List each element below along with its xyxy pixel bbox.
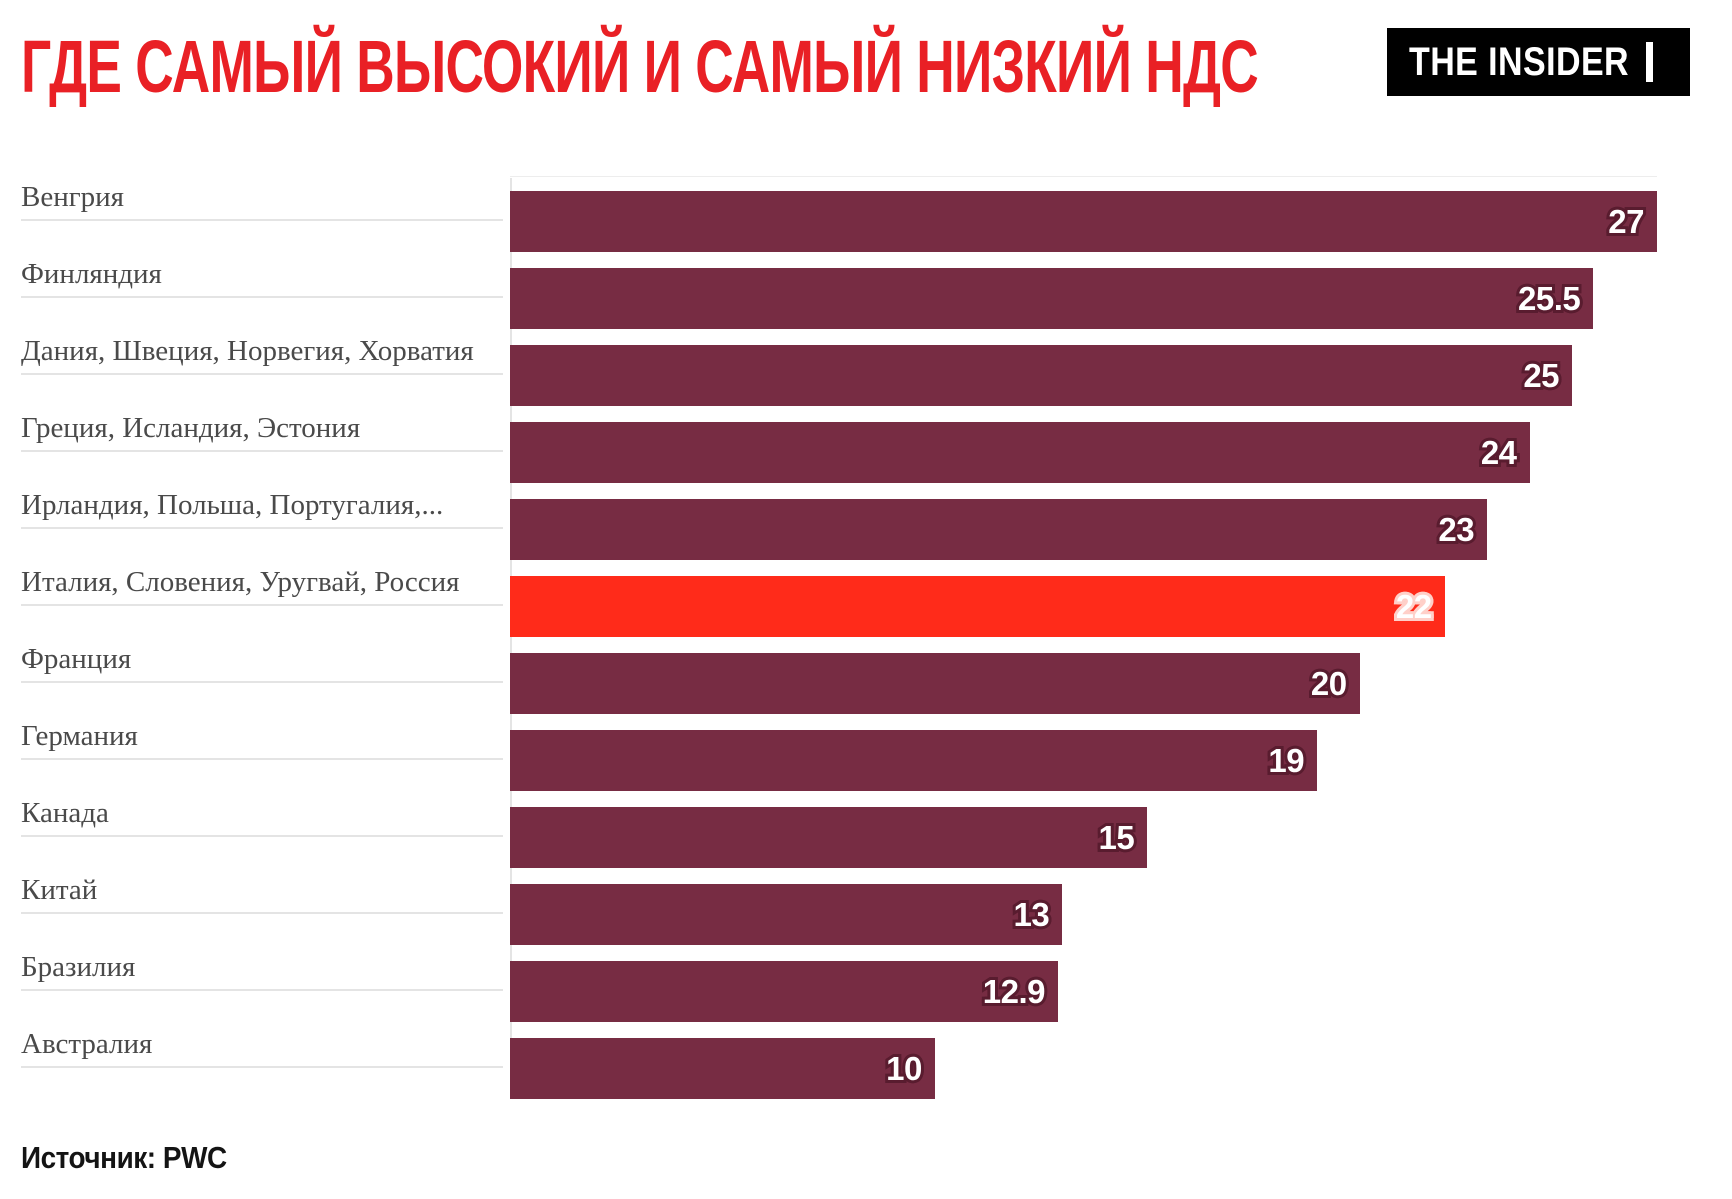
bar-cell: 27: [510, 176, 1657, 253]
bar-value-label: 19: [1265, 739, 1307, 782]
chart-row: Дания, Швеция, Норвегия, Хорватия 25: [21, 330, 1657, 407]
bar-cell: 15: [510, 792, 1657, 869]
logo-cursor-bar-icon: [1645, 42, 1653, 82]
category-label-cell: Франция: [21, 638, 503, 683]
bar: 25.5: [510, 268, 1594, 329]
chart-row: Германия 19: [21, 715, 1657, 792]
category-label: Греция, Исландия, Эстония: [21, 413, 361, 445]
vat-bar-chart: Венгрия 27 Финляндия 25.5 Дания, Швеция,…: [21, 176, 1657, 1100]
bar: 10: [510, 1038, 935, 1099]
bar-value-label: 12.9: [980, 970, 1049, 1013]
bar: 22: [510, 576, 1445, 637]
category-label: Китай: [21, 875, 98, 907]
category-label-cell: Канада: [21, 792, 503, 837]
bar: 20: [510, 653, 1360, 714]
category-label-cell: Ирландия, Польша, Португалия,...: [21, 484, 503, 529]
bar: 19: [510, 730, 1318, 791]
logo-text: THE INSIDER: [1409, 39, 1630, 84]
bar-cell: 23: [510, 484, 1657, 561]
category-label-cell: Германия: [21, 715, 503, 760]
chart-row: Канада 15: [21, 792, 1657, 869]
bar-cell: 19: [510, 715, 1657, 792]
bar-cell: 22: [510, 561, 1657, 638]
chart-row: Италия, Словения, Уругвай, Россия 22: [21, 561, 1657, 638]
category-label: Франция: [21, 644, 132, 676]
bar-value-label: 15: [1096, 816, 1138, 859]
category-label-cell: Австралия: [21, 1023, 503, 1068]
bar-cell: 20: [510, 638, 1657, 715]
bar-value-label: 25: [1520, 354, 1562, 397]
category-label: Дания, Швеция, Норвегия, Хорватия: [21, 336, 474, 368]
chart-row: Греция, Исландия, Эстония 24: [21, 407, 1657, 484]
bar: 15: [510, 807, 1148, 868]
category-label: Ирландия, Польша, Португалия,...: [21, 490, 444, 522]
bar-value-label: 23: [1435, 508, 1477, 551]
category-axis-line: [510, 178, 512, 1098]
category-label-cell: Венгрия: [21, 176, 503, 221]
category-label: Италия, Словения, Уругвай, Россия: [21, 567, 460, 599]
bar-value-label: 24: [1478, 431, 1520, 474]
bar-value-label: 10: [883, 1047, 925, 1090]
chart-row: Франция 20: [21, 638, 1657, 715]
category-label-cell: Греция, Исландия, Эстония: [21, 407, 503, 452]
page-title: ГДЕ САМЫЙ ВЫСОКИЙ И САМЫЙ НИЗКИЙ НДС: [21, 25, 1259, 108]
the-insider-logo: THE INSIDER: [1387, 28, 1690, 96]
chart-row: Ирландия, Польша, Португалия,... 23: [21, 484, 1657, 561]
bar-value-label: 25.5: [1515, 277, 1584, 320]
category-label-cell: Италия, Словения, Уругвай, Россия: [21, 561, 503, 606]
category-label: Финляндия: [21, 259, 162, 291]
plot-top-border: [510, 176, 1657, 177]
bar: 23: [510, 499, 1488, 560]
bar-value-label: 13: [1011, 893, 1053, 936]
bar-value-label: 27: [1605, 200, 1647, 243]
bar-cell: 10: [510, 1023, 1657, 1100]
bar: 25: [510, 345, 1573, 406]
chart-row: Бразилия 12.9: [21, 946, 1657, 1023]
bar-cell: 25.5: [510, 253, 1657, 330]
category-label-cell: Бразилия: [21, 946, 503, 991]
bar: 24: [510, 422, 1530, 483]
bar-cell: 12.9: [510, 946, 1657, 1023]
category-label: Германия: [21, 721, 138, 753]
bar-value-label: 20: [1308, 662, 1350, 705]
category-label: Канада: [21, 798, 109, 830]
bar: 13: [510, 884, 1063, 945]
bar-value-label: 22: [1393, 585, 1435, 628]
chart-row: Венгрия 27: [21, 176, 1657, 253]
bar: 12.9: [510, 961, 1058, 1022]
category-label: Австралия: [21, 1029, 153, 1061]
category-label-cell: Дания, Швеция, Норвегия, Хорватия: [21, 330, 503, 375]
chart-row: Австралия 10: [21, 1023, 1657, 1100]
chart-row: Финляндия 25.5: [21, 253, 1657, 330]
bar-cell: 24: [510, 407, 1657, 484]
chart-row: Китай 13: [21, 869, 1657, 946]
source-note: Источник: PWC: [21, 1140, 227, 1175]
bar-cell: 25: [510, 330, 1657, 407]
category-label: Бразилия: [21, 952, 136, 984]
chart-rows: Венгрия 27 Финляндия 25.5 Дания, Швеция,…: [21, 176, 1657, 1100]
category-label: Венгрия: [21, 182, 124, 214]
bar: 27: [510, 191, 1657, 252]
category-label-cell: Китай: [21, 869, 503, 914]
bar-cell: 13: [510, 869, 1657, 946]
category-label-cell: Финляндия: [21, 253, 503, 298]
